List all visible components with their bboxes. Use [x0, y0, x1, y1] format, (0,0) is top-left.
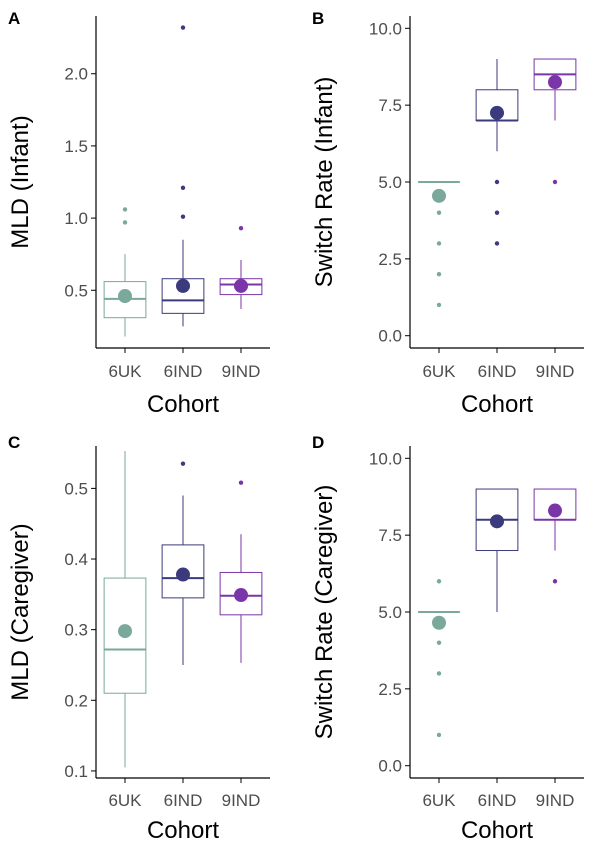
outlier-point: [180, 214, 186, 219]
outlier-point: [180, 185, 186, 190]
y-tick-label: 1.0: [64, 209, 88, 228]
outlier-point: [122, 220, 128, 225]
outlier-point: [436, 210, 442, 215]
x-tick-label: 6IND: [164, 791, 203, 810]
box-9ind: [533, 488, 577, 584]
x-axis-title: Cohort: [147, 817, 219, 844]
y-axis-title: Switch Rate (Infant): [311, 77, 338, 288]
mean-point: [548, 75, 562, 90]
box-9ind: [533, 58, 577, 185]
y-tick-label: 7.5: [378, 96, 402, 115]
y-tick-label: 0.3: [64, 621, 88, 640]
y-tick-label: 2.5: [378, 680, 402, 699]
box-6ind: [475, 488, 519, 612]
x-tick-label: 6UK: [422, 362, 456, 381]
x-tick-label: 9IND: [536, 362, 575, 381]
y-tick-label: 2.0: [64, 65, 88, 84]
outlier-point: [552, 579, 558, 584]
x-axis-title: Cohort: [147, 391, 219, 418]
outlier-point: [436, 272, 442, 277]
panel-letter: B: [312, 9, 324, 28]
x-tick-label: 9IND: [222, 362, 261, 381]
y-tick-label: 5.0: [378, 603, 402, 622]
box-6ind: [161, 461, 205, 665]
mean-point: [234, 588, 248, 603]
outlier-point: [552, 179, 558, 185]
mean-point: [548, 503, 562, 518]
y-tick-label: 0.2: [64, 691, 88, 710]
y-tick-label: 2.5: [378, 250, 402, 269]
y-tick-label: 0.0: [378, 327, 402, 346]
iqr-box: [219, 571, 263, 616]
x-tick-label: 6IND: [478, 362, 517, 381]
outlier-point: [180, 25, 186, 30]
mean-point: [432, 188, 446, 203]
x-axis-title: Cohort: [461, 391, 533, 418]
box-6ind: [475, 59, 519, 246]
x-tick-label: 6IND: [478, 791, 517, 810]
iqr-box: [103, 577, 147, 694]
mean-point: [176, 567, 190, 582]
outlier-point: [436, 579, 442, 584]
y-tick-label: 1.5: [64, 137, 88, 156]
x-axis-title: Cohort: [461, 817, 533, 844]
x-tick-label: 6UK: [108, 791, 142, 810]
iqr-box: [161, 544, 205, 599]
outlier-point: [436, 640, 442, 645]
outlier-point: [494, 210, 500, 215]
box-9ind: [219, 225, 263, 310]
outlier-point: [436, 302, 442, 308]
mean-point: [490, 105, 504, 120]
x-tick-label: 9IND: [222, 791, 261, 810]
outlier-point: [494, 179, 500, 185]
box-6uk: [418, 181, 460, 308]
panel-letter: A: [8, 9, 20, 28]
box-9ind: [219, 480, 263, 663]
y-tick-label: 0.0: [378, 757, 402, 776]
mean-point: [490, 514, 504, 529]
y-axis-title: MLD (Caregiver): [7, 523, 34, 700]
box-6uk: [103, 450, 147, 768]
mean-point: [118, 624, 132, 639]
outlier-point: [122, 207, 128, 212]
mean-point: [176, 278, 190, 293]
x-tick-label: 6UK: [108, 362, 142, 381]
panel-letter: C: [8, 433, 20, 452]
y-axis-title: MLD (Infant): [7, 115, 34, 248]
outlier-point: [436, 732, 442, 738]
outlier-point: [238, 225, 244, 231]
y-tick-label: 10.0: [369, 19, 402, 38]
iqr-box: [219, 278, 263, 296]
outlier-point: [436, 241, 442, 246]
iqr-box: [161, 278, 205, 314]
x-tick-label: 6UK: [422, 791, 456, 810]
y-tick-label: 0.5: [64, 479, 88, 498]
outlier-point: [436, 671, 442, 676]
mean-point: [118, 289, 132, 304]
x-tick-label: 6IND: [164, 362, 203, 381]
outlier-point: [180, 461, 186, 466]
outlier-point: [238, 480, 244, 485]
y-tick-label: 10.0: [369, 449, 402, 468]
x-tick-label: 9IND: [536, 791, 575, 810]
box-6ind: [161, 25, 205, 327]
y-tick-label: 5.0: [378, 173, 402, 192]
y-tick-label: 7.5: [378, 526, 402, 545]
panel-letter: D: [312, 433, 324, 452]
y-tick-label: 0.1: [64, 762, 88, 781]
box-6uk: [103, 207, 147, 337]
y-tick-label: 0.5: [64, 281, 88, 300]
box-6uk: [418, 579, 460, 738]
mean-point: [432, 615, 446, 630]
mean-point: [234, 278, 248, 293]
outlier-point: [494, 241, 500, 246]
y-axis-title: Switch Rate (Caregiver): [311, 485, 338, 740]
y-tick-label: 0.4: [64, 550, 88, 569]
